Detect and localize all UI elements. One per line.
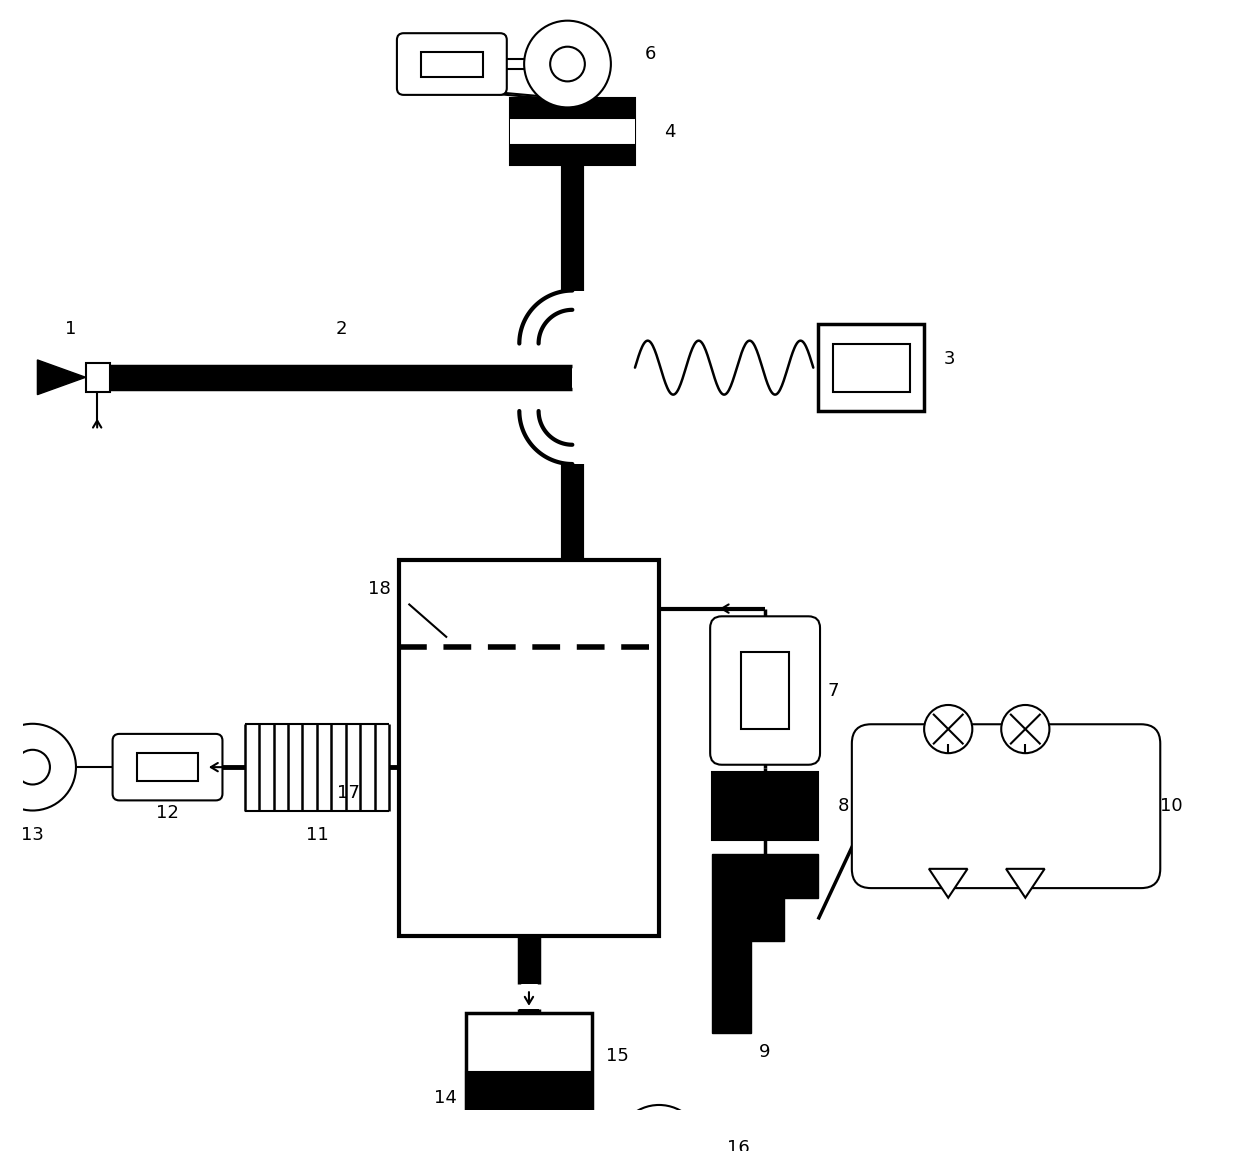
Circle shape — [642, 1131, 677, 1151]
Text: 7: 7 — [828, 681, 839, 700]
FancyBboxPatch shape — [711, 616, 820, 764]
Text: 8: 8 — [837, 798, 848, 815]
Bar — [109, 366, 573, 389]
Bar — [832, 343, 910, 391]
FancyBboxPatch shape — [113, 734, 222, 800]
FancyBboxPatch shape — [397, 33, 507, 94]
Text: 16: 16 — [727, 1139, 749, 1151]
Bar — [520, 1008, 538, 1013]
Text: 4: 4 — [663, 122, 676, 140]
Circle shape — [15, 749, 50, 785]
Polygon shape — [929, 869, 967, 898]
Text: 2: 2 — [335, 320, 347, 338]
Text: 15: 15 — [606, 1046, 629, 1065]
Bar — [563, 464, 582, 561]
Bar — [86, 363, 109, 391]
Text: 13: 13 — [21, 825, 45, 844]
Text: 17: 17 — [337, 785, 361, 802]
Polygon shape — [37, 360, 86, 395]
Text: 18: 18 — [368, 580, 391, 599]
Circle shape — [0, 724, 76, 810]
Text: 1: 1 — [66, 320, 77, 338]
Circle shape — [616, 1105, 702, 1151]
Text: 6: 6 — [645, 45, 656, 63]
Bar — [510, 98, 635, 166]
Circle shape — [1001, 704, 1049, 753]
Text: 3: 3 — [944, 350, 955, 368]
Polygon shape — [1006, 869, 1044, 898]
Bar — [818, 325, 924, 411]
Bar — [466, 1072, 591, 1120]
Bar — [563, 166, 582, 290]
FancyBboxPatch shape — [852, 724, 1161, 889]
Bar — [742, 651, 789, 729]
Text: 10: 10 — [1161, 798, 1183, 815]
Text: 5: 5 — [510, 102, 521, 121]
Bar — [136, 753, 198, 782]
Bar — [712, 772, 818, 840]
Text: 9: 9 — [759, 1043, 771, 1061]
Bar — [510, 119, 635, 145]
FancyBboxPatch shape — [480, 1119, 578, 1151]
Circle shape — [924, 704, 972, 753]
Text: 12: 12 — [156, 803, 179, 822]
Bar — [503, 1136, 556, 1151]
Bar — [399, 561, 660, 936]
Bar — [520, 936, 538, 984]
Bar — [466, 1013, 591, 1120]
Circle shape — [525, 21, 611, 107]
Text: 14: 14 — [434, 1089, 456, 1107]
Circle shape — [551, 47, 585, 82]
Polygon shape — [712, 854, 818, 1032]
Bar — [422, 52, 482, 77]
Text: 11: 11 — [305, 825, 329, 844]
